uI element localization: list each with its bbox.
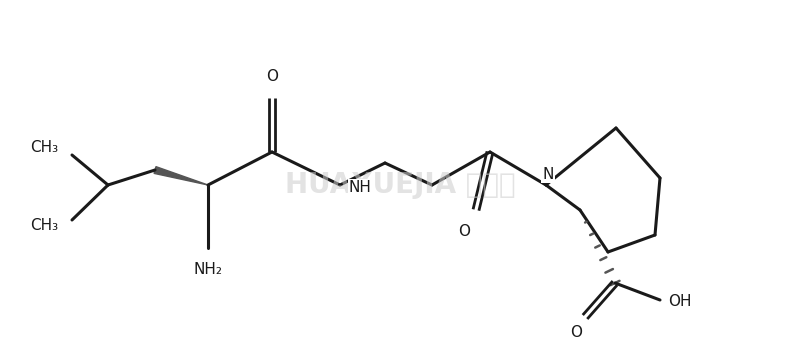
Text: O: O	[266, 69, 278, 84]
Polygon shape	[154, 167, 208, 185]
Text: O: O	[458, 224, 470, 239]
Text: N: N	[542, 167, 554, 182]
Text: HUAXUEJIA 化学加: HUAXUEJIA 化学加	[285, 171, 515, 199]
Text: O: O	[570, 325, 582, 340]
Text: CH₃: CH₃	[30, 219, 58, 234]
Text: CH₃: CH₃	[30, 140, 58, 155]
Text: NH₂: NH₂	[194, 262, 222, 277]
Text: NH: NH	[349, 181, 372, 196]
Text: OH: OH	[668, 294, 691, 309]
